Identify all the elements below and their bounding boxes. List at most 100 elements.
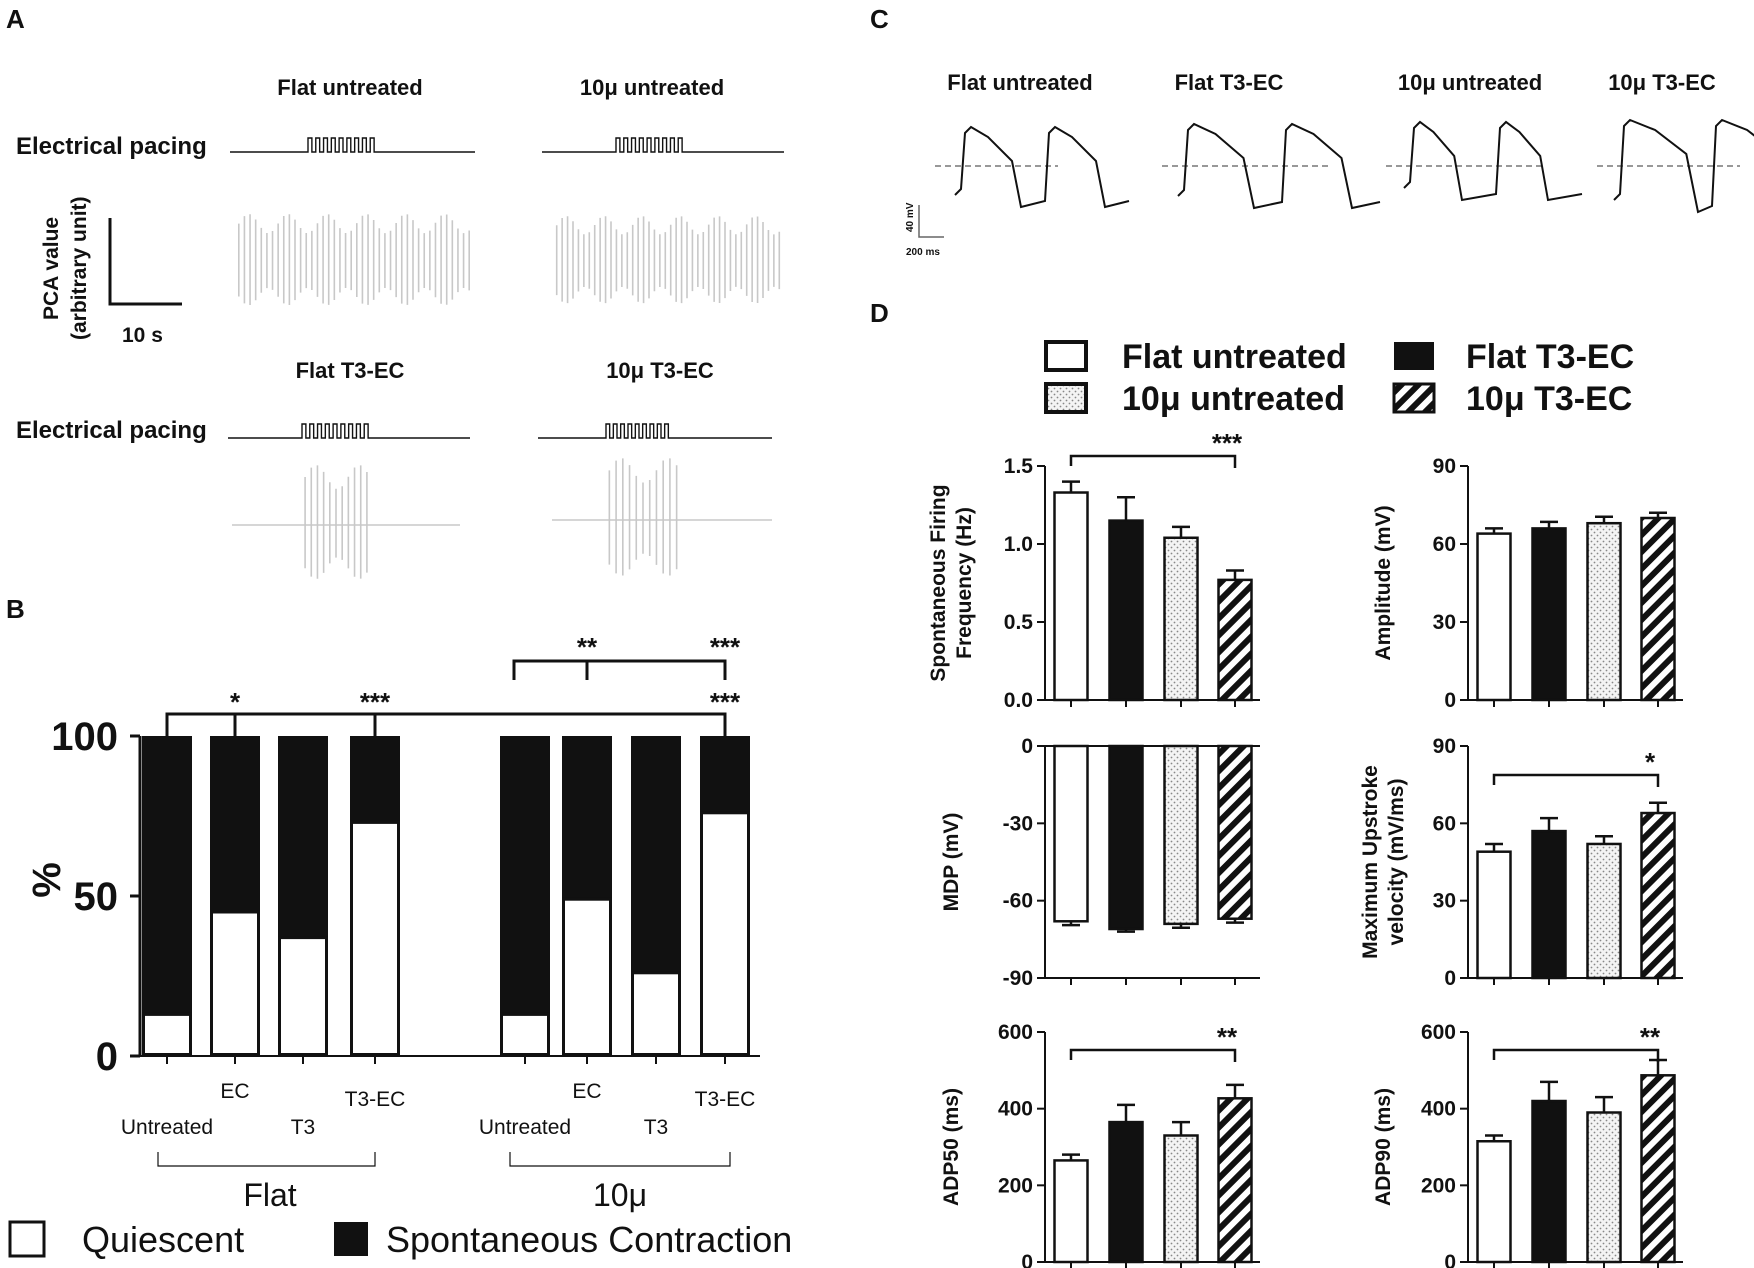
ap-trace-flat-untreated: [954, 125, 1130, 209]
legend-spontaneous-swatch: [334, 1222, 368, 1256]
b-category-label: Untreated: [121, 1116, 213, 1139]
d-tick-label: 60: [1433, 533, 1456, 556]
scale-bar: [108, 218, 182, 306]
d-legend-swatch-flat-untreated: [1044, 340, 1088, 372]
b-bar-spontaneous: [562, 736, 612, 900]
b-bar-quiescent: [210, 910, 260, 1056]
d-bar: [1053, 491, 1089, 702]
d-bar: [1053, 1159, 1089, 1264]
panel-d-letter: D: [870, 298, 889, 328]
b-category-label: T3-EC: [345, 1088, 406, 1111]
d-legend-swatch-flat-t3ec: [1394, 342, 1434, 370]
d-chart-5: 0 200 400 600 ** ADP50 (ms): [940, 1021, 1260, 1268]
d-tick-label: 600: [1421, 1021, 1456, 1044]
d-bar: [1586, 842, 1622, 980]
d-tick-label: 200: [998, 1174, 1033, 1197]
d-bar: [1640, 516, 1676, 702]
d-sig-bracket: [1069, 1048, 1237, 1062]
d-bar: [1217, 1097, 1253, 1264]
d-chart-3: -90 -60 -30 0 MDP (mV): [940, 735, 1260, 990]
title-10u-t3ec: 10μ T3-EC: [606, 358, 714, 383]
d-sig-stars: **: [1640, 1022, 1661, 1052]
pacing-10u-t3ec: [538, 423, 772, 439]
d-bar: [1217, 578, 1253, 702]
b-tick-label: 50: [74, 875, 119, 919]
d-tick-label: 0: [1444, 967, 1456, 990]
d-ylabel: MDP (mV): [940, 813, 963, 912]
b-bar-spontaneous: [700, 736, 750, 813]
b-sig-flat-ec: *: [230, 687, 241, 717]
d-bar: [1163, 536, 1199, 702]
pca-10u-untreated: [555, 216, 781, 304]
d-tick-label: 400: [1421, 1098, 1456, 1121]
b-bar-spontaneous: [210, 736, 260, 912]
b-sig-10u-t3ec-vs-flat: ***: [710, 687, 741, 717]
d-bar: [1163, 744, 1199, 926]
b-y-ticks: 0 50 100: [51, 715, 140, 1079]
d-tick-label: 0: [1444, 689, 1456, 712]
b-significance: * *** ***** ***: [165, 632, 741, 736]
b-bar-quiescent: [631, 971, 681, 1056]
d-chart-1: 0.0 0.5 1.0 1.5 *** Spontaneous Firing Frequen…: [927, 428, 1260, 712]
panel-d: D Flat untreated 10μ untreated Flat T3-E…: [870, 298, 1683, 1268]
d-ylabel: Maximum Upstroke: [1359, 765, 1382, 959]
scale-time-label: 10 s: [122, 324, 163, 347]
title-flat-untreated: Flat untreated: [277, 75, 422, 100]
d-charts: 0.00.51.01.5***Spontaneous Firing Frequen…: [927, 428, 1683, 1268]
b-bar-quiescent: [278, 936, 328, 1056]
d-ylabel: ADP50 (ms): [940, 1088, 963, 1206]
b-bar-spontaneous: [350, 736, 400, 823]
d-bar: [1640, 811, 1676, 980]
panel-c: C Flat untreated Flat T3-EC 10μ untreate…: [870, 4, 1754, 258]
c-scale-ms: 200 ms: [906, 247, 940, 258]
c-scale-mv: 40 mV: [905, 202, 916, 232]
d-tick-label: 0: [1444, 1251, 1456, 1268]
pacing-flat-t3ec: [228, 423, 470, 439]
b-bar-spontaneous: [500, 736, 550, 1015]
b-bar-spontaneous: [631, 736, 681, 973]
b-bar-quiescent: [500, 1012, 550, 1057]
d-bar: [1108, 519, 1144, 702]
d-tick-label: 30: [1433, 611, 1456, 634]
electrical-pacing-label-bottom: Electrical pacing: [16, 417, 207, 444]
d-sig-bracket: [1492, 773, 1660, 787]
c-title-10u-untreated: 10μ untreated: [1398, 70, 1542, 95]
d-sig-stars: ***: [1212, 428, 1243, 458]
d-bar: [1586, 521, 1622, 702]
d-bar: [1476, 1140, 1512, 1264]
b-bracket-10u: [512, 659, 727, 680]
d-tick-label: 400: [998, 1098, 1033, 1121]
d-tick-label: 30: [1433, 890, 1456, 913]
b-bars: [142, 736, 750, 1064]
b-bar-spontaneous: [142, 736, 192, 1015]
d-tick-label: 90: [1433, 455, 1456, 478]
d-tick-label: -90: [1003, 967, 1033, 990]
d-sig-bracket: [1492, 1048, 1660, 1062]
b-bar-quiescent: [700, 811, 750, 1056]
b-tick-label: 100: [51, 715, 118, 759]
d-chart-4: 0 30 60 90 * Maximum Upstroke velocity (mV/ms): [1359, 735, 1683, 990]
d-legend-10u-t3ec: 10μ T3-EC: [1466, 380, 1632, 418]
b-category-label: T3-EC: [695, 1088, 756, 1111]
d-sig-stars: **: [1217, 1022, 1238, 1052]
panel-c-letter: C: [870, 4, 889, 34]
d-ylabel: Frequency (Hz): [953, 507, 976, 659]
d-bar: [1531, 1099, 1567, 1264]
d-ylabel: Amplitude (mV): [1372, 505, 1395, 660]
d-ylabel: ADP90 (ms): [1372, 1088, 1395, 1206]
d-legend-flat-t3ec: Flat T3-EC: [1466, 338, 1634, 376]
d-bar: [1108, 1120, 1144, 1264]
d-tick-label: 0.5: [1004, 611, 1034, 634]
b-sig-flat-t3ec: ***: [360, 687, 391, 717]
d-legend-swatch-10u-t3ec: [1392, 382, 1436, 414]
b-bracket-main: [165, 712, 727, 736]
pca-ylabel-line1: PCA value: [40, 217, 63, 320]
ap-trace-10u-untreated: [1403, 120, 1583, 202]
pacing-traces: [228, 137, 784, 439]
d-tick-label: 200: [1421, 1174, 1456, 1197]
legend-quiescent: Quiescent: [82, 1219, 244, 1260]
b-sig-10u-ec: **: [577, 632, 598, 662]
d-tick-label: -30: [1003, 812, 1033, 835]
